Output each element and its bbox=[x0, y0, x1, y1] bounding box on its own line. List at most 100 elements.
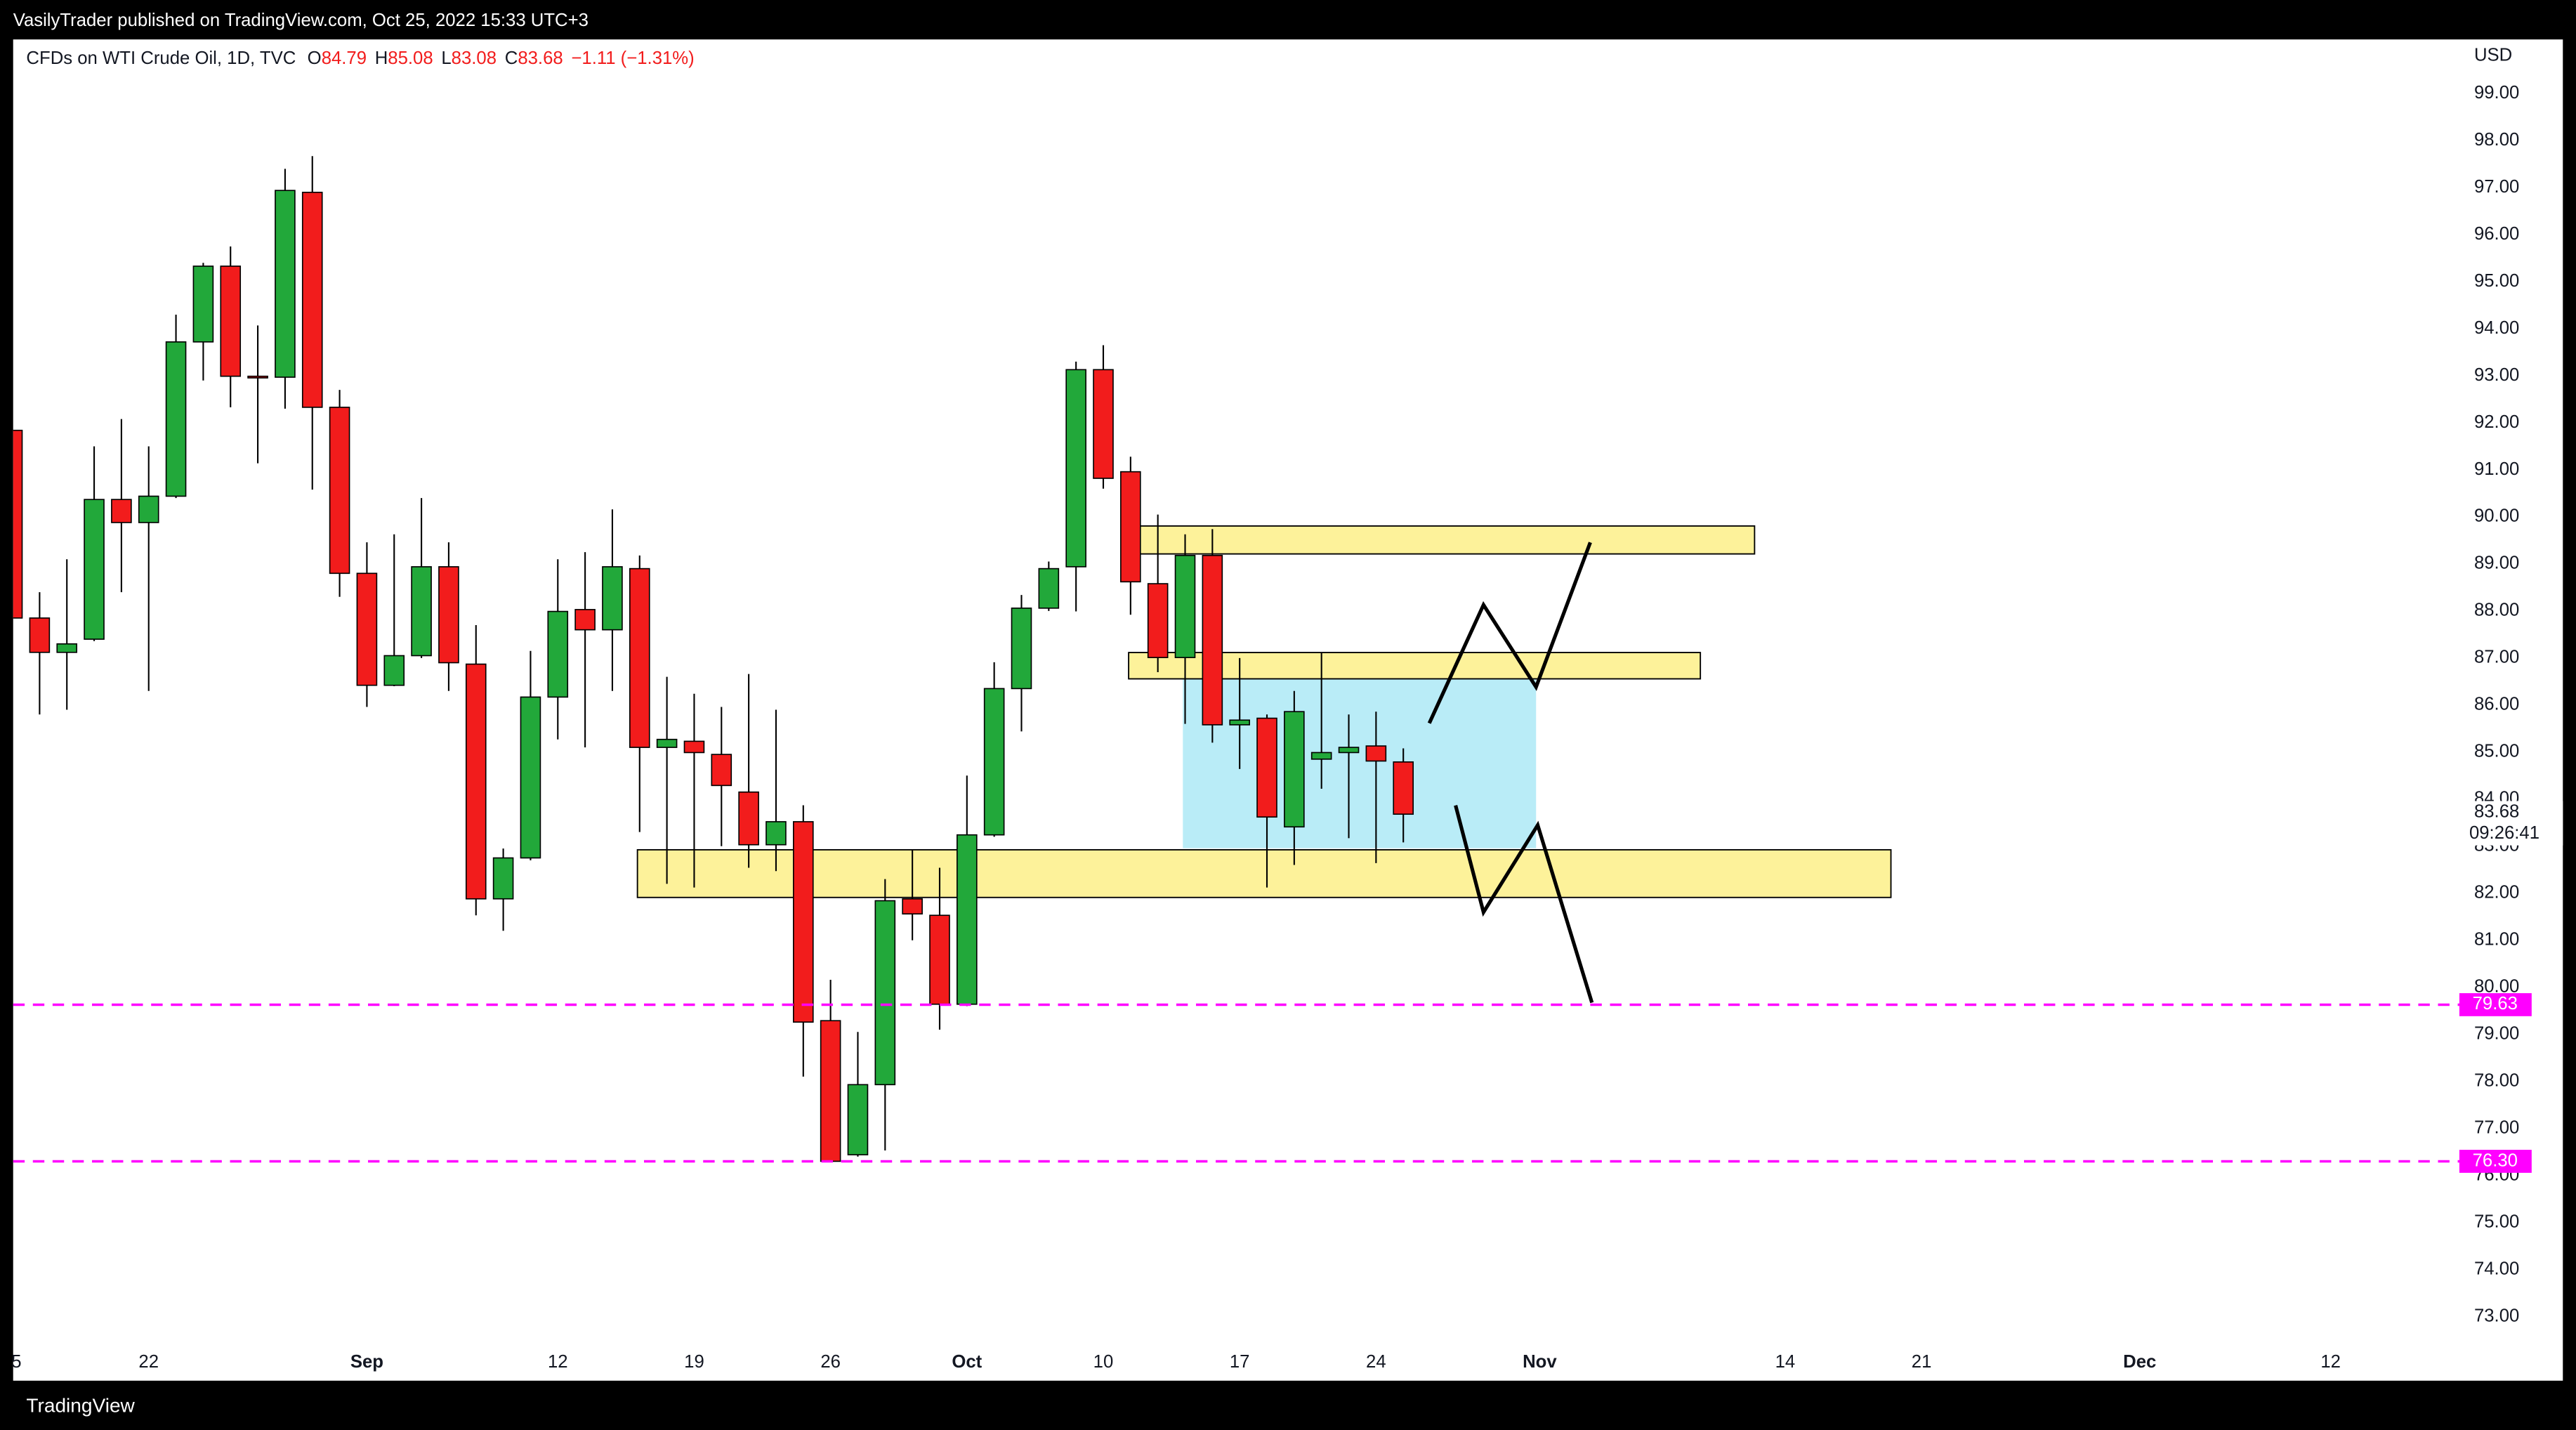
x-tick-label: Oct bbox=[952, 1352, 982, 1372]
x-tick-label: 5 bbox=[11, 1352, 21, 1372]
candle-body bbox=[1065, 369, 1086, 568]
candle-body bbox=[1338, 747, 1360, 754]
y-tick-label: 86.00 bbox=[2474, 695, 2519, 714]
candle-body bbox=[438, 566, 459, 664]
legend: CFDs on WTI Crude Oil, 1D, TVC O84.79 H85.… bbox=[26, 48, 694, 68]
y-tick-label: 85.00 bbox=[2474, 742, 2519, 761]
y-tick-label: 78.00 bbox=[2474, 1070, 2519, 1090]
countdown: 09:26:41 bbox=[2469, 823, 2539, 843]
y-tick-label: 99.00 bbox=[2474, 83, 2519, 103]
x-tick-label: 22 bbox=[138, 1352, 159, 1372]
candle-body bbox=[383, 655, 405, 686]
y-tick-label: 81.00 bbox=[2474, 929, 2519, 949]
low-label: L bbox=[441, 48, 451, 68]
projection bbox=[1454, 805, 1594, 1004]
candle-body bbox=[1256, 717, 1277, 818]
candle-body bbox=[411, 566, 432, 657]
candle-body bbox=[738, 791, 759, 846]
high-label: H bbox=[375, 48, 388, 68]
y-tick-label: 90.00 bbox=[2474, 506, 2519, 526]
candle-body bbox=[111, 499, 132, 523]
candle-body bbox=[1038, 568, 1060, 609]
candle-body bbox=[1393, 761, 1414, 815]
y-tick-label: 87.00 bbox=[2474, 648, 2519, 667]
y-tick-label: 75.00 bbox=[2474, 1212, 2519, 1231]
candle-body bbox=[165, 341, 187, 497]
projection bbox=[1427, 542, 1592, 724]
candle-body bbox=[329, 407, 350, 575]
x-tick-label: 19 bbox=[684, 1352, 704, 1372]
candle-body bbox=[247, 375, 268, 379]
candle-body bbox=[1120, 471, 1141, 583]
y-tick-label: 82.00 bbox=[2474, 883, 2519, 903]
high-value: 85.08 bbox=[388, 48, 433, 68]
last-price: 83.68 bbox=[2474, 802, 2519, 822]
candle-body bbox=[820, 1020, 841, 1162]
candle-body bbox=[301, 192, 323, 408]
candle-body bbox=[629, 568, 650, 748]
candle-body bbox=[1310, 752, 1332, 760]
level-tag bbox=[2459, 993, 2532, 1016]
zone bbox=[636, 848, 1892, 898]
open-value: 84.79 bbox=[322, 48, 367, 68]
candle-body bbox=[1147, 583, 1169, 659]
y-tick-label: 89.00 bbox=[2474, 553, 2519, 573]
candle-body bbox=[1365, 745, 1387, 762]
candle-body bbox=[56, 643, 78, 653]
candle-body bbox=[220, 265, 242, 377]
x-tick-label: Dec bbox=[2123, 1352, 2156, 1372]
candle-body bbox=[1284, 711, 1305, 828]
candle-body bbox=[602, 566, 623, 631]
close-label: C bbox=[505, 48, 518, 68]
candle-body bbox=[1174, 555, 1196, 659]
candle-body bbox=[356, 572, 378, 686]
y-tick-label: 93.00 bbox=[2474, 365, 2519, 385]
y-tick-label: 94.00 bbox=[2474, 318, 2519, 338]
candle-body bbox=[983, 688, 1005, 836]
candle-body bbox=[711, 754, 732, 787]
level-tag bbox=[2459, 1150, 2532, 1173]
y-tick-label: 77.00 bbox=[2474, 1117, 2519, 1137]
candle-body bbox=[547, 610, 569, 698]
candle-body bbox=[874, 900, 896, 1086]
low-value: 83.08 bbox=[452, 48, 497, 68]
y-tick-label: 88.00 bbox=[2474, 601, 2519, 620]
zone bbox=[1133, 525, 1756, 555]
y-tick-label: 74.00 bbox=[2474, 1259, 2519, 1278]
candle-body bbox=[1011, 608, 1032, 690]
candle-body bbox=[138, 495, 159, 523]
open-label: O bbox=[308, 48, 322, 68]
zone bbox=[1128, 652, 1702, 680]
candle-body bbox=[1093, 369, 1114, 479]
y-tick-label: 80.00 bbox=[2474, 976, 2519, 996]
brand: TradingView bbox=[26, 1395, 135, 1417]
candle-body bbox=[1229, 719, 1250, 726]
y-tick-label: 79.00 bbox=[2474, 1023, 2519, 1043]
x-tick-label: 17 bbox=[1230, 1352, 1250, 1372]
y-tick-label: 91.00 bbox=[2474, 459, 2519, 479]
candle-body bbox=[492, 857, 514, 900]
y-tick-label: 92.00 bbox=[2474, 412, 2519, 432]
y-tick-label: 98.00 bbox=[2474, 130, 2519, 150]
candle-body bbox=[574, 609, 596, 631]
candle-body bbox=[465, 663, 487, 900]
level-label: 79.63 bbox=[2473, 994, 2518, 1014]
x-tick-label: Nov bbox=[1523, 1352, 1557, 1372]
candle-body bbox=[847, 1084, 869, 1155]
close-value: 83.68 bbox=[518, 48, 563, 68]
candle-body bbox=[765, 821, 787, 846]
x-tick-label: 10 bbox=[1093, 1352, 1114, 1372]
change: −1.11 (−1.31%) bbox=[571, 48, 694, 68]
candle-body bbox=[13, 429, 23, 619]
last-price-tag bbox=[2464, 801, 2563, 846]
publisher: VasilyTrader published on TradingView.co… bbox=[13, 11, 589, 30]
candle-body bbox=[520, 696, 541, 859]
currency: USD bbox=[2474, 45, 2512, 65]
symbol: CFDs on WTI Crude Oil, 1D, TVC bbox=[26, 48, 296, 68]
x-tick-label: 12 bbox=[548, 1352, 568, 1372]
candle-body bbox=[29, 617, 51, 653]
y-tick-label: 96.00 bbox=[2474, 224, 2519, 244]
candle-body bbox=[957, 834, 978, 1005]
